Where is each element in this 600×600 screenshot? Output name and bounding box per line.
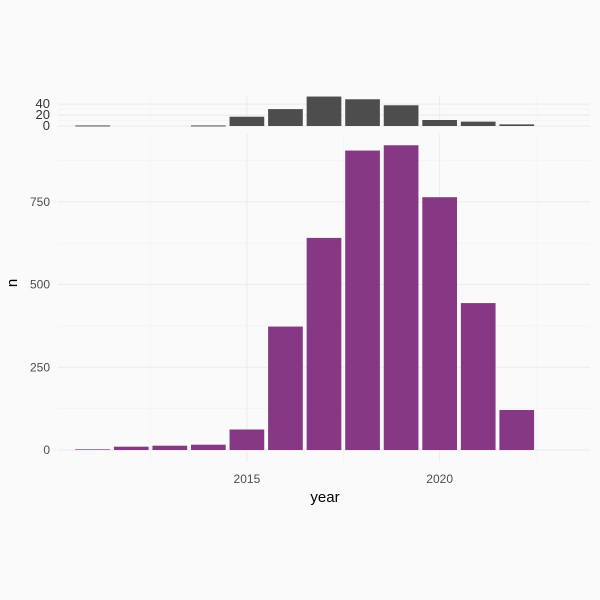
- main-bar: [229, 429, 265, 450]
- top-bar: [191, 125, 226, 127]
- top-y-tick-label: 0: [43, 118, 50, 133]
- main-y-tick-label: 250: [30, 360, 50, 374]
- main-bar: [191, 444, 226, 450]
- main-bar: [499, 409, 535, 450]
- top-bar: [306, 96, 342, 126]
- x-axis-title: year: [310, 489, 339, 506]
- top-bar: [268, 109, 303, 126]
- main-bar: [113, 446, 149, 450]
- main-y-tick-label: 750: [30, 195, 50, 209]
- main-bar: [306, 237, 342, 450]
- main-bars: [75, 145, 535, 451]
- main-y-tick-labels: 0 250 500 750: [30, 195, 50, 457]
- main-bar: [152, 445, 188, 450]
- top-bar: [75, 125, 111, 127]
- top-bar: [345, 99, 380, 126]
- main-y-tick-label: 500: [30, 278, 50, 292]
- main-x-tick-label: 2015: [234, 472, 261, 486]
- main-bar-panel: 0 250 500 750 2015 2020: [30, 134, 590, 486]
- top-bar: [460, 121, 496, 126]
- top-y-tick-label: 40: [36, 96, 50, 111]
- top-bar: [229, 116, 265, 126]
- main-bar: [75, 449, 111, 450]
- main-x-tick-labels: 2015 2020: [234, 472, 454, 486]
- main-bar: [383, 145, 419, 451]
- top-bar: [383, 105, 419, 126]
- main-bar: [460, 303, 496, 450]
- top-bar: [422, 120, 457, 126]
- main-bar: [422, 197, 457, 450]
- y-axis-title: n: [4, 279, 21, 287]
- top-bars: [75, 96, 535, 127]
- top-y-tick-label: 20: [36, 107, 50, 122]
- main-y-tick-label: 0: [43, 443, 50, 457]
- top-bar: [499, 124, 535, 126]
- main-bar: [268, 326, 303, 450]
- main-bar: [345, 150, 380, 451]
- main-x-tick-label: 2020: [426, 472, 453, 486]
